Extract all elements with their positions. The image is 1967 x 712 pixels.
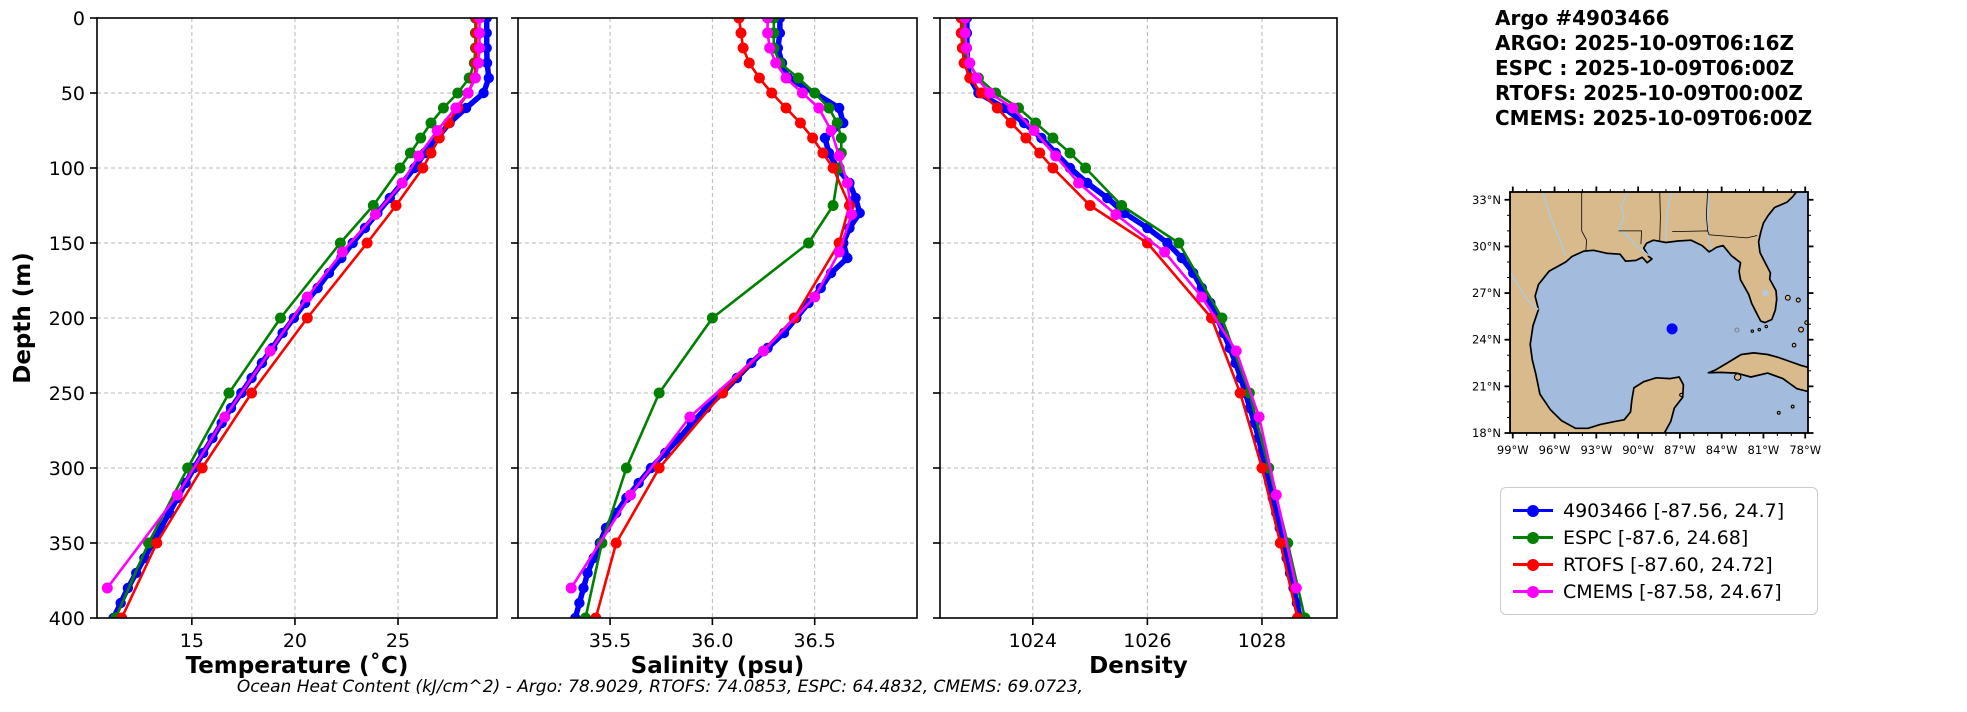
svg-text:18°N: 18°N: [1472, 426, 1501, 440]
svg-text:1028: 1028: [1238, 630, 1286, 652]
legend-item-argo: 4903466 [-87.56, 24.7]: [1513, 497, 1805, 524]
svg-text:93°W: 93°W: [1580, 443, 1612, 457]
espc-line-marker-icon: [1513, 531, 1553, 545]
svg-text:78°W: 78°W: [1789, 443, 1821, 457]
map-legend: 4903466 [-87.56, 24.7] ESPC [-87.6, 24.6…: [1500, 487, 1818, 615]
svg-text:20: 20: [283, 630, 307, 652]
svg-text:Temperature (˚C): Temperature (˚C): [186, 652, 409, 679]
legend-label: RTOFS [-87.60, 24.72]: [1563, 553, 1773, 576]
argo-time-line: ARGO: 2025-10-09T06:16Z: [1495, 31, 1794, 55]
series-cmems: [959, 18, 1302, 594]
legend-label: CMEMS [-87.58, 24.67]: [1563, 580, 1782, 603]
svg-text:99°W: 99°W: [1497, 443, 1529, 457]
svg-text:350: 350: [49, 533, 85, 555]
svg-text:90°W: 90°W: [1622, 443, 1654, 457]
svg-text:33°N: 33°N: [1472, 193, 1501, 207]
series-rtofs: [590, 18, 855, 618]
legend-label: 4903466 [-87.56, 24.7]: [1563, 499, 1785, 522]
legend-item-rtofs: RTOFS [-87.60, 24.72]: [1513, 551, 1805, 578]
dry-tortugas-icon: [1734, 327, 1740, 333]
svg-text:84°W: 84°W: [1706, 443, 1738, 457]
depth-axis-label: Depth (m): [10, 252, 36, 384]
svg-text:15: 15: [180, 630, 204, 652]
svg-text:150: 150: [49, 233, 85, 255]
float-info-header: Argo #4903466 ARGO: 2025-10-09T06:16Z ES…: [1495, 6, 1812, 131]
ocean-heat-content-note: Ocean Heat Content (kJ/cm^2) - Argo: 78.…: [236, 677, 1084, 697]
series-cmems: [565, 18, 857, 594]
rtofs-line-marker-icon: [1513, 558, 1553, 572]
cmems-time-line: CMEMS: 2025-10-09T06:00Z: [1495, 106, 1813, 130]
series-cmems: [101, 18, 485, 594]
legend-item-cmems: CMEMS [-87.58, 24.67]: [1513, 578, 1805, 605]
svg-text:1024: 1024: [1009, 630, 1057, 652]
svg-text:50: 50: [61, 83, 85, 105]
svg-text:300: 300: [49, 458, 85, 480]
location-map-wrap: 99°W 96°W 93°W 90°W 87°W 84°W 81°W 78°W 18°N 21°N…: [1443, 180, 1853, 479]
espc-time-line: ESPC : 2025-10-09T06:00Z: [1495, 56, 1795, 80]
cmems-line-marker-icon: [1513, 585, 1553, 599]
svg-text:24°N: 24°N: [1472, 333, 1501, 347]
svg-text:21°N: 21°N: [1472, 379, 1501, 393]
svg-text:36.0: 36.0: [691, 630, 733, 652]
svg-text:81°W: 81°W: [1748, 443, 1780, 457]
argo-line-marker-icon: [1513, 504, 1553, 518]
svg-text:0: 0: [73, 8, 85, 30]
svg-text:30°N: 30°N: [1472, 239, 1501, 253]
temperature-c-axes: 15 20 25050100150200250300350400Temperatur…: [10, 8, 498, 679]
svg-text:27°N: 27°N: [1472, 286, 1501, 300]
svg-text:25: 25: [386, 630, 410, 652]
rtofs-time-line: RTOFS: 2025-10-09T00:00Z: [1495, 81, 1803, 105]
float-position-marker: [1666, 323, 1678, 335]
svg-text:100: 100: [49, 158, 85, 180]
map-land: [1510, 192, 1808, 433]
svg-text:87°W: 87°W: [1664, 443, 1696, 457]
gulf-of-mexico-map: 99°W 96°W 93°W 90°W 87°W 84°W 81°W 78°W 18°N 21°N…: [1472, 186, 1821, 457]
svg-text:1026: 1026: [1123, 630, 1171, 652]
svg-text:Salinity (psu): Salinity (psu): [631, 653, 805, 679]
svg-text:Density: Density: [1089, 653, 1188, 679]
series-rtofs: [955, 18, 1303, 618]
svg-text:35.5: 35.5: [589, 630, 631, 652]
svg-text:400: 400: [49, 608, 85, 630]
svg-text:36.5: 36.5: [794, 630, 836, 652]
lake-okeechobee: [1762, 289, 1769, 297]
profile-plots: 15 20 25050100150200250300350400Temperatur…: [10, 8, 1338, 679]
legend-label: ESPC [-87.6, 24.68]: [1563, 526, 1749, 549]
svg-text:200: 200: [49, 308, 85, 330]
density-axes: 1024 1026 1028 Density: [933, 17, 1338, 679]
legend-item-espc: ESPC [-87.6, 24.68]: [1513, 524, 1805, 551]
map-ticks: 99°W 96°W 93°W 90°W 87°W 84°W 81°W 78°W 18°N 21°N…: [1472, 186, 1821, 457]
svg-text:250: 250: [49, 383, 85, 405]
svg-text:96°W: 96°W: [1539, 443, 1571, 457]
figure-title: Argo #4903466: [1495, 6, 1670, 30]
